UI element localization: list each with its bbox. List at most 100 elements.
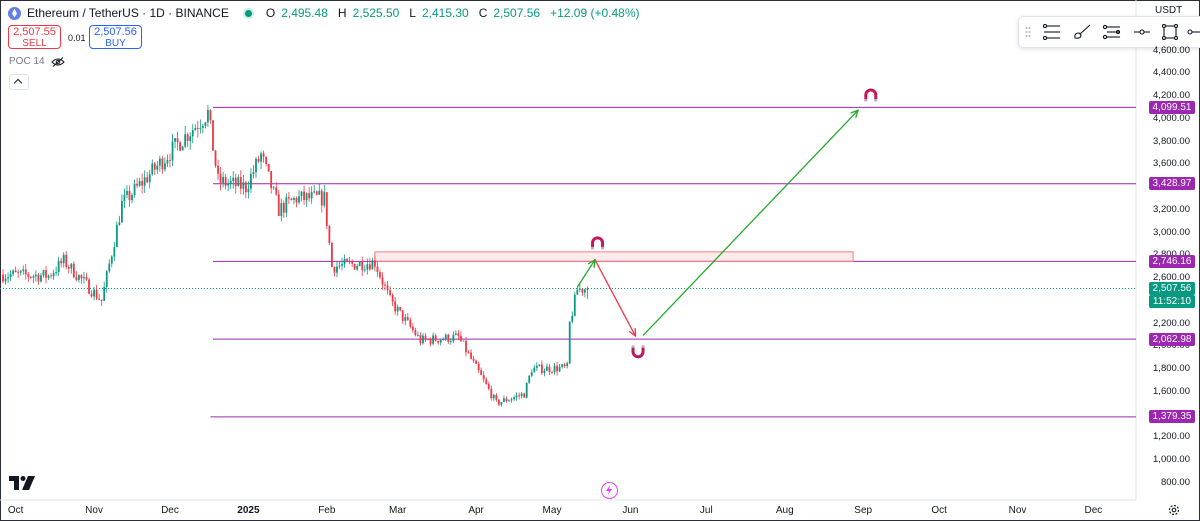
drag-handle-icon[interactable] [1019, 20, 1037, 44]
candle-body [227, 183, 230, 186]
brush-tool-icon[interactable] [1067, 20, 1097, 44]
candle-body [379, 271, 381, 278]
candle-body [17, 272, 20, 273]
buy-button[interactable]: 2,507.56 BUY [89, 25, 142, 49]
candle-body [497, 399, 500, 405]
candle-body [37, 274, 40, 282]
magnet-tip [631, 345, 635, 348]
rectangle-tool-icon[interactable] [1157, 20, 1183, 44]
candle-body [282, 202, 285, 213]
price-tick-label: 3,600.00 [1153, 158, 1190, 170]
candle-body [45, 270, 47, 278]
candle-body [113, 247, 116, 257]
lightning-icon[interactable] [601, 482, 618, 499]
candle-body [351, 261, 354, 264]
time-tick-label: Sep [854, 505, 873, 516]
candle-body [171, 141, 174, 161]
candle-body [437, 340, 440, 343]
candle-body [510, 399, 513, 401]
symbol-header: Ethereum / TetherUS · 1D · BINANCE O 2,49… [8, 5, 644, 21]
candle-body [348, 260, 351, 262]
candle-body [533, 367, 536, 373]
candle-body [404, 317, 407, 321]
candle-body [540, 364, 543, 373]
candle-body [207, 110, 209, 123]
candle-body [7, 277, 9, 279]
candle-body [586, 288, 589, 290]
candle-body [88, 279, 90, 294]
candle-body [584, 289, 586, 293]
magnet-tip [864, 99, 868, 102]
resistance-zone [374, 251, 854, 262]
low-key: L [409, 6, 416, 20]
candle-body [561, 364, 564, 368]
pitchfork-icon[interactable] [1097, 20, 1127, 44]
candle-body [310, 192, 313, 199]
candle-body [234, 177, 237, 187]
candle-body [530, 372, 533, 376]
candle-body [181, 146, 184, 151]
price-tick-label: 800.00 [1160, 476, 1190, 488]
candle-body [85, 277, 88, 280]
candle-body [376, 266, 379, 272]
candle-body [247, 188, 250, 193]
candle-body [166, 160, 169, 164]
candle-body [55, 271, 58, 274]
candle-body [158, 158, 161, 166]
time-tick-label: Aug [775, 505, 794, 516]
candle-body [141, 181, 144, 186]
candle-body [477, 363, 480, 371]
candle-body [341, 263, 343, 266]
line-tool-icon[interactable] [1127, 20, 1157, 44]
price-tick-label: 1,000.00 [1153, 454, 1190, 465]
candle-body [480, 370, 483, 376]
candle-body [204, 122, 207, 126]
candle-body [156, 165, 159, 170]
candle-body [578, 288, 581, 290]
candle-body [272, 187, 275, 189]
candle-body [422, 335, 424, 344]
candle-body [212, 120, 214, 151]
candle-body [442, 339, 445, 341]
level-tag-2746: 2,746.16 [1149, 254, 1195, 268]
candle-body [277, 194, 280, 217]
sell-button[interactable]: 2,507.55 SELL [8, 25, 61, 49]
price-tick-label: 4,200.00 [1153, 90, 1190, 101]
candle-body [24, 269, 27, 275]
symbol-title[interactable]: Ethereum / TetherUS · 1D · BINANCE [27, 6, 229, 20]
level-tag-2062: 2,062.98 [1149, 332, 1195, 346]
candle-body [121, 200, 123, 223]
candle-body [429, 339, 432, 344]
indicator-row[interactable]: POC 14 [9, 56, 65, 67]
candle-body [449, 341, 452, 343]
candle-body [482, 375, 485, 380]
candle-body [467, 352, 470, 354]
projection-arrow-up-long-head [850, 109, 860, 119]
candle-body [386, 285, 389, 291]
candle-body [563, 364, 566, 367]
high-key: H [337, 6, 347, 20]
price-tick-label: 2,600.00 [1153, 272, 1190, 283]
candle-body [260, 153, 262, 162]
candle-body [343, 258, 346, 264]
candle-body [232, 177, 235, 182]
candle-body [470, 352, 472, 359]
candle-body [40, 275, 42, 282]
candle-body [9, 274, 12, 278]
candle-body [394, 301, 397, 312]
fib-tool-icon[interactable] [1037, 20, 1067, 44]
live-dot-icon [244, 9, 252, 17]
high-value: 2,525.50 [352, 6, 400, 20]
line-tool-icon[interactable] [1183, 20, 1200, 44]
time-tick-label: Dec [161, 505, 179, 516]
gear-icon[interactable] [1167, 503, 1181, 517]
candle-body [29, 276, 32, 278]
candle-body [52, 273, 55, 277]
currency-label[interactable]: USDT [1155, 5, 1183, 16]
chevron-up-icon[interactable] [9, 74, 29, 90]
eye-crossed-icon[interactable] [50, 56, 65, 67]
candle-body [265, 156, 268, 164]
tradingview-logo-icon[interactable] [9, 476, 35, 490]
candle-body [492, 394, 495, 399]
